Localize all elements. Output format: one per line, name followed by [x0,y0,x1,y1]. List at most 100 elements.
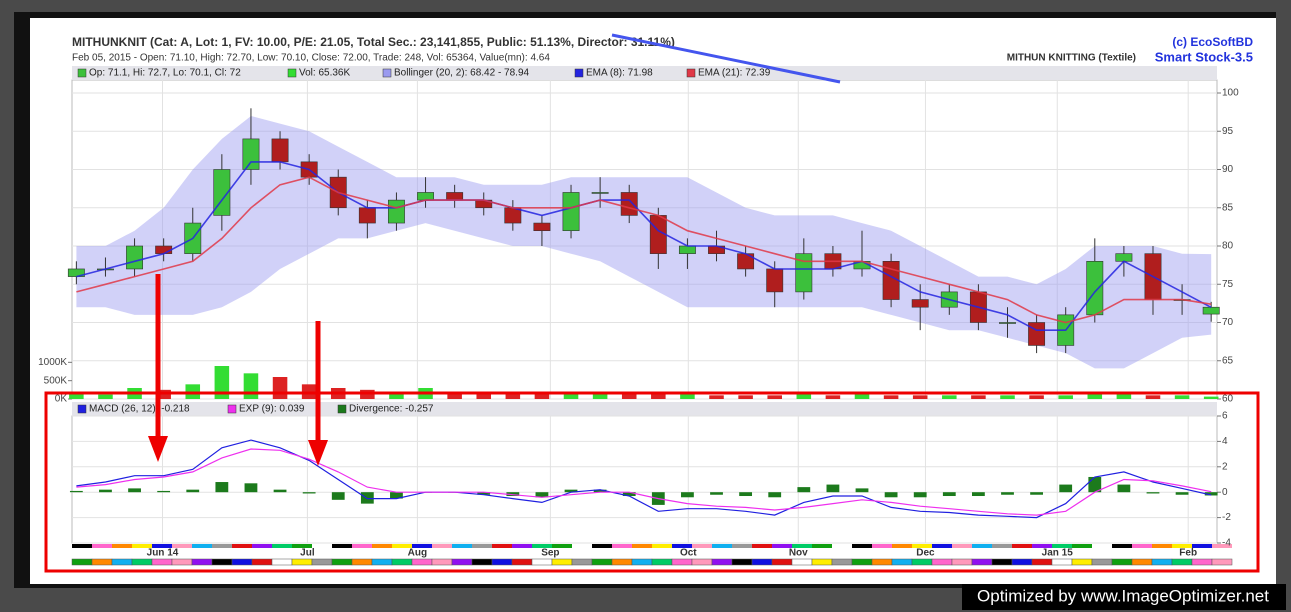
chart-title: MITHUNKNIT (Cat: A, Lot: 1, FV: 10.00, P… [72,35,675,49]
volume-bar [214,366,230,399]
date-strip [611,558,633,566]
y-tick-label: 100 [1222,88,1239,99]
x-tick-label: Jun 14 [147,548,179,559]
chart-subtitle: Feb 05, 2015 - Open: 71.10, High: 72.70,… [72,53,550,64]
divergence-bar [971,492,985,497]
copyright: (c) EcoSoftBD [1172,35,1253,49]
volume-bar [883,395,899,399]
date-strip [291,558,313,566]
volume-bar [69,393,84,399]
plot-area [71,415,1218,544]
divergence-bar [593,489,607,493]
volume-bar [476,391,492,399]
date-strip [1111,558,1133,566]
candle-body [795,253,813,293]
divergence-bar [1088,476,1102,493]
candle-body [620,192,638,216]
divergence-bar [128,488,141,493]
date-strip [551,558,573,566]
divergence-bar [535,492,549,498]
divergence-bar [826,484,840,493]
volume-bar [447,391,462,399]
date-strip [732,544,752,548]
divergence-bar [1117,484,1131,493]
date-strip [911,558,933,566]
volume-bar [709,395,724,399]
x-tick-label: Aug [408,548,427,559]
date-strip [871,558,893,566]
date-strip [991,558,1013,566]
date-strip [552,544,572,548]
candle-body [678,245,696,254]
company-name: MITHUN KNITTING (Textile) [1007,53,1136,64]
divergence-bar [1030,492,1043,495]
legend-label: Op: 71.1, Hi: 72.7, Lo: 70.1, Cl: 72 [89,68,241,79]
volume-bar [1029,395,1044,399]
volume-bar [1000,395,1015,399]
candle-body [126,245,144,270]
date-strip [992,544,1012,548]
candle-body [533,222,551,232]
volume-bar [651,391,666,399]
divergence-bar [797,487,811,493]
x-tick-label: Jan 15 [1042,548,1074,559]
volume-bar [592,393,608,399]
divergence-bar [564,489,578,493]
volume-bar [1203,396,1219,399]
x-tick-label: Jul [300,548,315,559]
volume-bar [942,395,957,399]
legend-swatch [337,404,347,414]
volume-bar [767,395,782,399]
divergence-bar [768,492,782,498]
date-strip [652,544,672,548]
date-strip [311,558,333,566]
date-strip [151,558,173,566]
volume-bar [738,395,753,399]
volume-bar [243,373,259,399]
y-tick-label: 80 [1222,241,1234,252]
date-strip [1091,558,1113,566]
date-strip [111,558,133,566]
volume-bar [1058,395,1073,399]
date-strip [212,544,232,548]
candle-body [387,199,405,224]
divergence-bar [913,492,927,498]
legend-swatch [686,68,696,78]
divergence-bar [302,492,316,494]
date-strip [1132,544,1152,548]
drawn-trendline [611,33,841,84]
legend-label: Bollinger (20, 2): 68.42 - 78.94 [394,68,530,79]
date-strip [72,544,92,548]
date-strip [1052,544,1072,548]
date-strip [471,558,493,566]
volume-bar [971,395,986,399]
date-strip [451,558,473,566]
divergence-bar [331,492,345,500]
candle-body [213,169,231,216]
date-strip [1211,558,1233,566]
date-strip [752,544,772,548]
date-strip [1192,544,1212,548]
arrow-head [308,440,328,466]
date-strip [511,558,533,566]
date-strip [1012,544,1032,548]
date-strip [912,544,932,548]
date-strip [651,558,673,566]
divergence-bar [884,492,898,498]
legend-swatch [382,68,392,78]
x-tick-label: Feb [1179,548,1197,559]
date-strip [692,544,712,548]
date-strip [71,558,93,566]
date-strip [232,544,252,548]
legend-label: EMA (21): 72.39 [698,68,771,79]
divergence-bar [390,492,403,499]
date-strip [411,558,433,566]
y-tick-label: -4 [1222,538,1231,549]
date-strip [972,544,992,548]
date-strip [1092,544,1112,548]
watermark: Optimized by www.ImageOptimizer.net [977,586,1269,605]
date-strip [792,544,812,548]
date-strip [192,544,212,548]
date-strip [712,544,732,548]
date-strip [632,544,652,548]
